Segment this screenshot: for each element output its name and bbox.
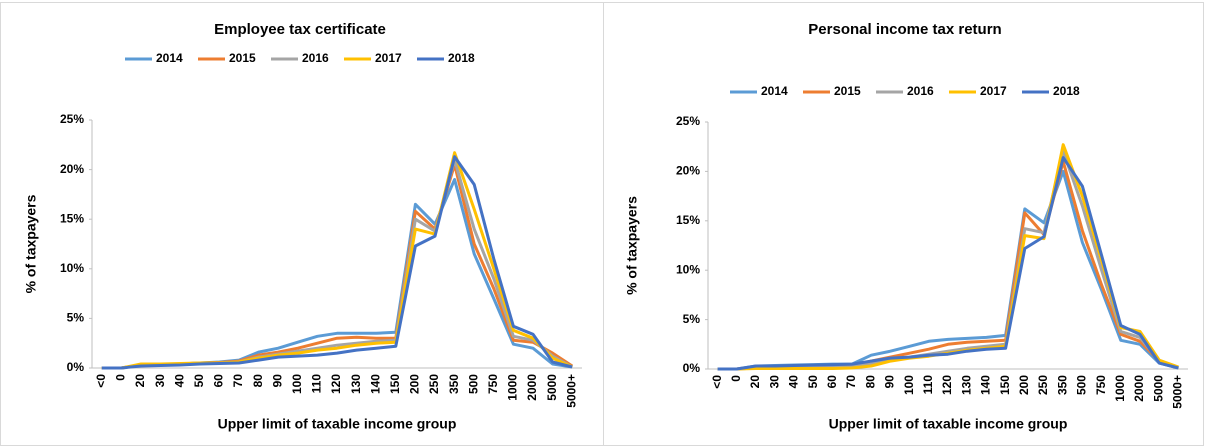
x-tick-label: 30 bbox=[153, 374, 167, 388]
x-tick-label: 0 bbox=[114, 374, 128, 381]
y-tick-label: 15% bbox=[676, 213, 700, 227]
chart-title: Employee tax certificate bbox=[214, 21, 386, 38]
y-tick-label: 10% bbox=[676, 262, 700, 276]
x-tick-label: 1000 bbox=[506, 374, 520, 401]
x-tick-label: 50 bbox=[192, 374, 206, 388]
series-line bbox=[101, 151, 573, 370]
legend-label: 2014 bbox=[156, 51, 183, 65]
y-axis-label: % of taxpayers bbox=[23, 194, 39, 293]
x-tick-label: 150 bbox=[998, 375, 1012, 395]
series-line bbox=[717, 143, 1179, 371]
y-tick-label: 25% bbox=[676, 114, 700, 128]
x-tick-label: 100 bbox=[290, 374, 304, 394]
x-tick-label: 5000 bbox=[545, 374, 559, 401]
y-tick-label: 15% bbox=[60, 211, 84, 225]
x-tick-label: 120 bbox=[329, 374, 343, 394]
y-tick-label: 10% bbox=[60, 261, 84, 275]
x-tick-label: 350 bbox=[447, 374, 461, 394]
x-tick-label: 70 bbox=[844, 375, 858, 389]
x-tick-label: 30 bbox=[767, 375, 781, 389]
series-line bbox=[101, 155, 573, 370]
x-tick-label: 20 bbox=[133, 374, 147, 388]
x-tick-label: 750 bbox=[1094, 375, 1108, 395]
x-axis-label: Upper limit of taxable income group bbox=[218, 416, 457, 432]
series-line bbox=[717, 169, 1179, 371]
x-tick-label: <0 bbox=[94, 374, 108, 388]
x-axis-label: Upper limit of taxable income group bbox=[829, 416, 1068, 432]
x-tick-label: 90 bbox=[883, 375, 897, 389]
legend-label: 2017 bbox=[980, 84, 1007, 98]
x-tick-label: 130 bbox=[959, 375, 973, 395]
x-tick-label: 500 bbox=[1075, 375, 1089, 395]
legend-label: 2016 bbox=[302, 51, 329, 65]
x-tick-label: 40 bbox=[172, 374, 186, 388]
x-tick-label: 5000+ bbox=[564, 374, 578, 408]
y-axis-label: % of taxpayers bbox=[624, 196, 640, 295]
x-tick-label: 5000 bbox=[1151, 375, 1165, 402]
x-tick-label: 110 bbox=[921, 375, 935, 395]
x-tick-label: 50 bbox=[806, 375, 820, 389]
x-tick-label: 350 bbox=[1055, 375, 1069, 395]
legend-label: 2016 bbox=[907, 84, 934, 98]
x-tick-label: 250 bbox=[1036, 375, 1050, 395]
legend-label: 2018 bbox=[1053, 84, 1080, 98]
x-tick-label: 70 bbox=[231, 374, 245, 388]
y-tick-label: 0% bbox=[67, 360, 85, 374]
legend-label: 2018 bbox=[448, 51, 475, 65]
series-line bbox=[101, 163, 574, 370]
series-line bbox=[717, 150, 1179, 371]
x-tick-label: 500 bbox=[466, 374, 480, 394]
panel-border bbox=[603, 2, 1204, 446]
x-tick-label: 5000+ bbox=[1171, 375, 1185, 409]
y-tick-label: 5% bbox=[683, 312, 701, 326]
x-tick-label: 20 bbox=[748, 375, 762, 389]
y-tick-label: 0% bbox=[683, 361, 701, 375]
x-tick-label: 120 bbox=[940, 375, 954, 395]
series-line bbox=[717, 160, 1179, 371]
y-tick-label: 20% bbox=[676, 164, 700, 178]
series-line bbox=[717, 156, 1179, 371]
y-tick-label: 5% bbox=[67, 311, 85, 325]
x-tick-label: 90 bbox=[270, 374, 284, 388]
chart-title: Personal income tax return bbox=[808, 21, 1001, 38]
x-tick-label: 150 bbox=[388, 374, 402, 394]
x-tick-label: 140 bbox=[979, 375, 993, 395]
x-tick-label: 0 bbox=[729, 375, 743, 382]
x-tick-label: 2000 bbox=[1132, 375, 1146, 402]
x-tick-label: 2000 bbox=[525, 374, 539, 401]
x-tick-label: 60 bbox=[212, 374, 226, 388]
x-tick-label: 80 bbox=[863, 375, 877, 389]
legend-label: 2015 bbox=[834, 84, 861, 98]
legend-label: 2014 bbox=[761, 84, 788, 98]
y-tick-label: 25% bbox=[60, 112, 84, 126]
x-tick-label: 200 bbox=[408, 374, 422, 394]
y-tick-label: 20% bbox=[60, 162, 84, 176]
x-tick-label: 100 bbox=[902, 375, 916, 395]
x-tick-label: 750 bbox=[486, 374, 500, 394]
x-tick-label: 60 bbox=[825, 375, 839, 389]
x-tick-label: 130 bbox=[349, 374, 363, 394]
x-tick-label: 40 bbox=[787, 375, 801, 389]
x-tick-label: 250 bbox=[427, 374, 441, 394]
x-tick-label: 110 bbox=[310, 374, 324, 394]
x-tick-label: 140 bbox=[368, 374, 382, 394]
legend-label: 2015 bbox=[229, 51, 256, 65]
x-tick-label: 200 bbox=[1017, 375, 1031, 395]
x-tick-label: 1000 bbox=[1113, 375, 1127, 402]
x-tick-label: 80 bbox=[251, 374, 265, 388]
legend-label: 2017 bbox=[375, 51, 402, 65]
x-tick-label: <0 bbox=[710, 375, 724, 389]
